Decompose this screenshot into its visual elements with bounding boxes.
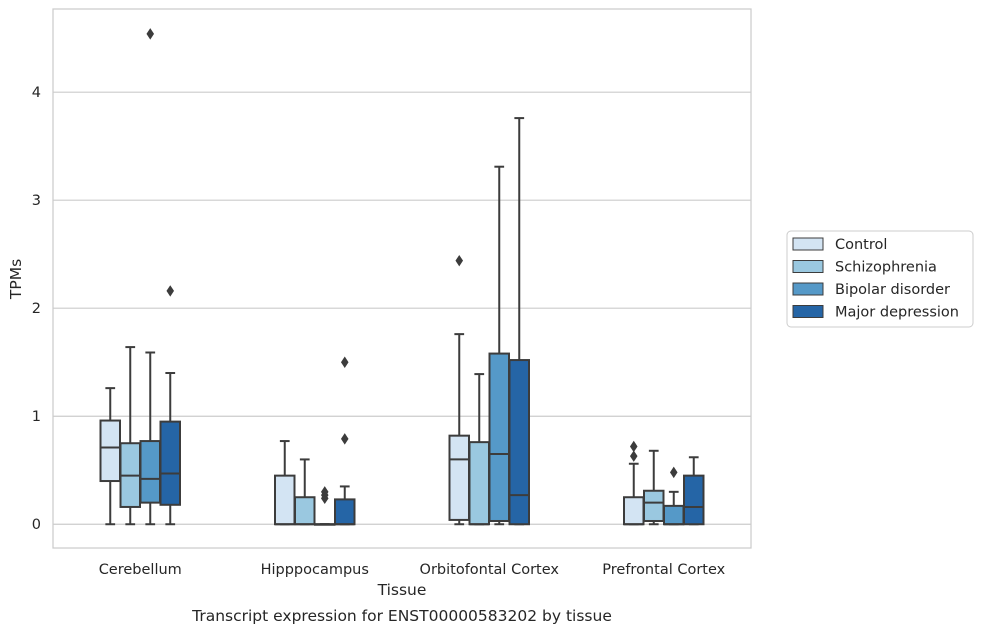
legend-label: Bipolar disorder — [835, 282, 950, 298]
legend: Control Schizophrenia Bipolar disorder Majo… — [786, 230, 974, 328]
outlier-marker — [629, 450, 638, 462]
box-group — [334, 356, 356, 526]
box — [274, 474, 296, 526]
outlier-marker — [320, 486, 329, 498]
box-group — [683, 456, 705, 526]
box — [294, 496, 316, 526]
legend-swatch — [792, 305, 824, 318]
box-group — [119, 346, 141, 526]
box-group — [643, 449, 665, 526]
x-tick-label: Prefrontal Cortex — [602, 562, 725, 578]
box-group — [314, 486, 336, 526]
legend-label: Control — [835, 237, 887, 253]
chart-title: Transcript expression for ENST0000058320… — [191, 607, 612, 625]
box — [334, 498, 356, 526]
box-group — [274, 440, 296, 526]
box — [623, 496, 645, 526]
box-group — [488, 165, 510, 526]
box — [159, 420, 181, 506]
y-tick-labels: 0 1 2 3 4 — [32, 85, 41, 533]
x-axis-label: Tissue — [377, 581, 427, 599]
legend-frame — [786, 230, 974, 328]
outlier-marker — [166, 285, 175, 297]
box-group — [294, 458, 316, 526]
y-tick-label: 0 — [32, 517, 41, 533]
legend-label: Schizophrenia — [835, 260, 937, 276]
outlier-marker — [340, 433, 349, 445]
outlier-marker — [340, 356, 349, 368]
plot-frame — [52, 8, 752, 549]
box-group — [508, 117, 530, 526]
box — [488, 352, 510, 522]
box-group — [448, 254, 470, 526]
box — [508, 359, 530, 526]
x-tick-label: Cerebellum — [99, 562, 182, 578]
box-group — [99, 387, 121, 526]
box — [448, 434, 470, 521]
box — [643, 489, 665, 522]
x-tick-labels: Cerebellum Hipppocampus Orbitofontal Corte… — [99, 562, 726, 578]
box-group — [468, 373, 490, 526]
box-group — [159, 285, 181, 526]
outlier-marker — [455, 254, 464, 267]
box-marks — [99, 28, 705, 526]
box — [99, 419, 121, 483]
legend-swatch — [792, 237, 824, 251]
x-tick-label: Hipppocampus — [261, 562, 369, 578]
legend-swatch — [792, 260, 824, 273]
box-group — [663, 466, 685, 526]
y-tick-label: 1 — [32, 409, 41, 425]
box-group — [623, 440, 645, 526]
box — [468, 441, 490, 526]
y-tick-label: 4 — [32, 85, 41, 101]
outlier-marker — [669, 466, 678, 479]
box — [683, 474, 705, 526]
y-tick-label: 2 — [32, 301, 41, 317]
y-axis-label: TPMs — [7, 259, 25, 300]
box — [663, 504, 685, 526]
outlier-marker — [629, 440, 638, 453]
box — [139, 440, 161, 504]
outlier-marker — [146, 28, 155, 40]
legend-swatch — [792, 282, 824, 296]
legend-label: Major depression — [835, 305, 959, 321]
y-tick-label: 3 — [32, 193, 41, 209]
box-group — [139, 28, 161, 526]
x-tick-label: Orbitofontal Cortex — [420, 562, 560, 578]
